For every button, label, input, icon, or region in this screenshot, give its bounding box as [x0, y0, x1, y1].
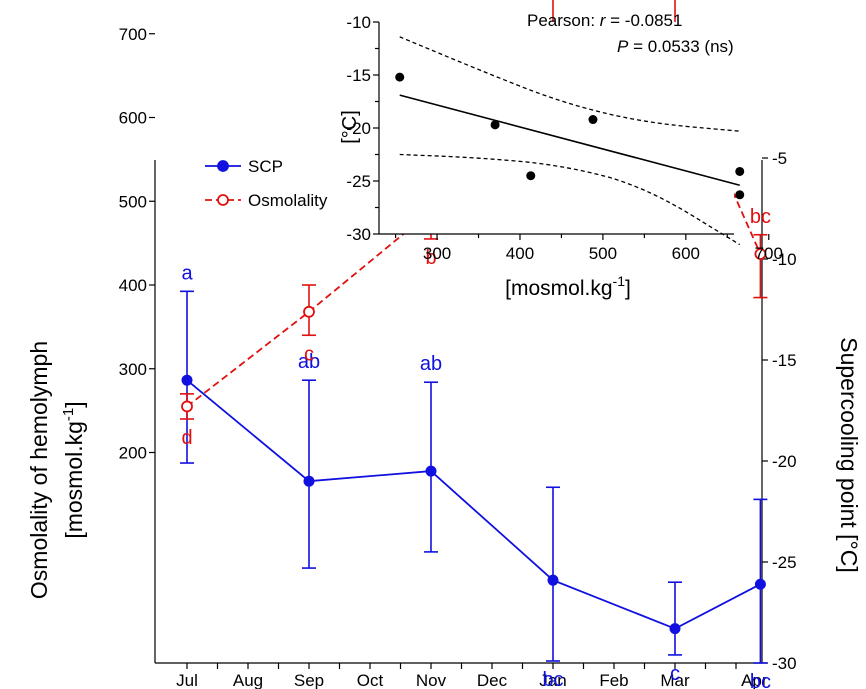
scp-significance-label: ab — [420, 353, 442, 375]
osmolality-significance-label: d — [181, 427, 192, 449]
inset-y-tick-label: -25 — [346, 172, 371, 191]
scp-significance-label: ab — [298, 351, 320, 373]
scp-point — [669, 623, 681, 635]
right-tick-label: -5 — [772, 149, 787, 168]
x-tick-label: Aug — [233, 671, 263, 689]
inset-x-tick-label: 700 — [755, 244, 783, 263]
inset-x-tick-label: 600 — [672, 244, 700, 263]
x-tick-label: Dec — [477, 671, 508, 689]
inset-point — [735, 190, 745, 200]
left-tick-label: 300 — [119, 360, 147, 379]
inset-y-tick-label: -15 — [346, 66, 371, 85]
right-tick-label: -20 — [772, 452, 797, 471]
scp-significance-label: bc — [542, 669, 563, 689]
osmolality-point — [181, 400, 193, 413]
osmolality-significance-label: b — [425, 247, 436, 269]
osmolality-point — [303, 305, 315, 318]
inset-x-axis-title-sup: -1 — [613, 273, 626, 289]
inset-x-tick-label: 300 — [423, 244, 451, 263]
scp-point — [425, 465, 437, 477]
inset-x-axis-title-close: ] — [625, 277, 631, 300]
scp-significance-label: bc — [750, 671, 771, 689]
inset-point — [395, 72, 405, 82]
inset-point — [490, 120, 500, 130]
p-value: = 0.0533 (ns) — [628, 37, 733, 56]
scp-significance-label: c — [670, 663, 680, 685]
inset-y-tick-label: -30 — [346, 225, 371, 244]
inset-y-axis-title: [°C] — [339, 110, 361, 144]
left-tick-label: 600 — [119, 109, 147, 128]
inset-ci-upper — [399, 36, 740, 132]
x-tick-label: Feb — [599, 671, 628, 689]
left-axis-unit-text: [mosmol.kg — [61, 421, 87, 539]
scp-point — [754, 578, 766, 590]
left-axis-unit: [mosmol.kg-1] — [60, 401, 87, 538]
osmolality-significance-label: c — [304, 343, 314, 365]
inset-point — [588, 115, 598, 125]
inset-regression-line — [399, 94, 740, 187]
x-tick-label: Nov — [416, 671, 447, 689]
left-tick-label: 200 — [119, 444, 147, 463]
inset-y-tick-label: -10 — [346, 13, 371, 32]
osmolality-significance-label: bc — [750, 206, 771, 228]
x-tick-label: Jul — [176, 671, 198, 689]
inset-point — [526, 171, 536, 181]
pearson-r-symbol: r — [600, 11, 607, 30]
left-tick-label: 700 — [119, 25, 147, 44]
legend-label: Osmolality — [248, 191, 328, 210]
p-symbol: P — [617, 37, 629, 56]
left-tick-label: 500 — [119, 192, 147, 211]
legend-label: SCP — [248, 157, 283, 176]
right-tick-label: -25 — [772, 553, 797, 572]
legend-marker — [217, 160, 229, 172]
inset-x-tick-label: 500 — [589, 244, 617, 263]
pearson-label: Pearson: — [527, 11, 600, 30]
legend-marker — [217, 194, 229, 206]
pearson-r-value: = -0.0851 — [605, 11, 682, 30]
right-tick-label: -15 — [772, 351, 797, 370]
left-axis-title: Osmolality of hemolymph — [26, 341, 52, 599]
left-tick-label: 400 — [119, 276, 147, 295]
right-axis-title: Supercooling point [°C] — [836, 337, 862, 573]
scp-significance-label: a — [181, 262, 193, 284]
left-axis-unit-sup: -1 — [60, 408, 77, 421]
inset-y-tick-label: -20 — [346, 119, 371, 138]
scp-point — [303, 475, 315, 487]
x-tick-label: Mar — [660, 671, 690, 689]
scp-series-line — [186, 379, 761, 630]
inset-pearson-annotation: Pearson: r = -0.0851 — [527, 11, 682, 30]
inset-ci-lower — [399, 153, 741, 246]
inset-point — [735, 166, 745, 176]
left-axis-unit-close: ] — [61, 401, 87, 407]
osmolality-point — [754, 248, 767, 260]
x-tick-label: Apr — [741, 671, 768, 689]
inset-x-tick-label: 400 — [506, 244, 534, 263]
scp-point — [547, 574, 559, 586]
scp-point — [181, 374, 193, 386]
x-tick-label: Jan — [539, 671, 566, 689]
inset-x-axis-title: [mosmol.kg-1] — [505, 273, 631, 300]
right-tick-label: -30 — [772, 654, 797, 673]
inset-background — [379, 22, 734, 234]
x-tick-label: Oct — [357, 671, 384, 689]
right-tick-label: -10 — [772, 250, 797, 269]
inset-x-axis-title-text: [mosmol.kg — [505, 277, 612, 300]
inset-p-annotation: P = 0.0533 (ns) — [617, 37, 734, 56]
x-tick-label: Sep — [294, 671, 324, 689]
